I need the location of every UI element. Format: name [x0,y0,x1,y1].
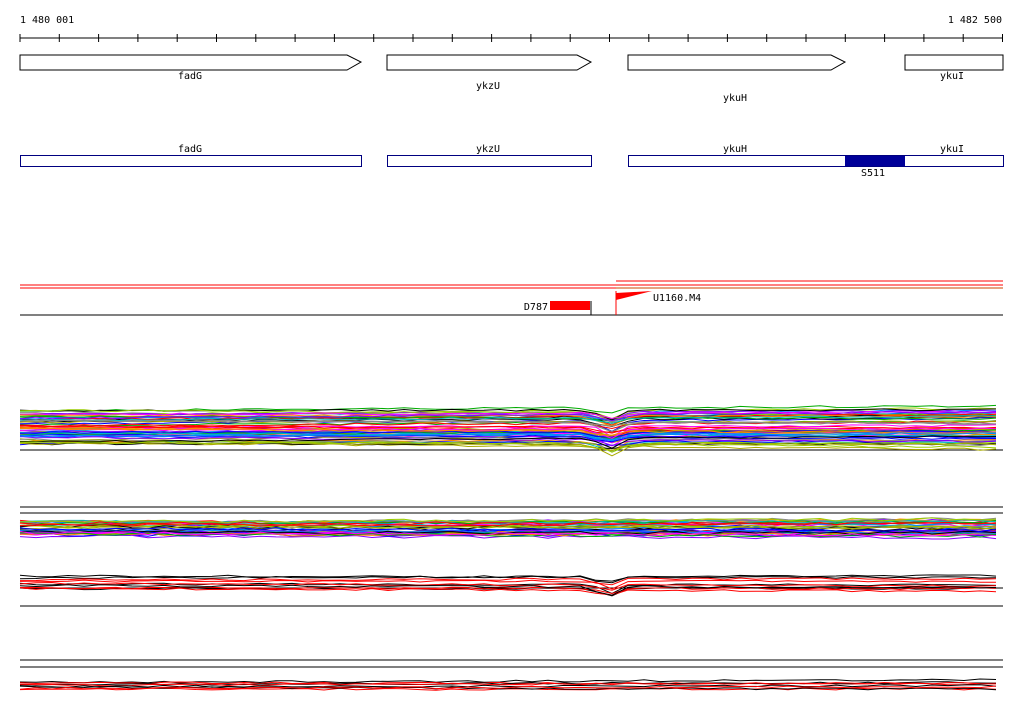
profile-line [19,441,997,453]
profile-line [19,581,997,591]
annotation-label: ykuI [940,144,964,155]
profile-line [19,577,997,586]
expression-profile-panel-1 [19,404,1003,457]
profile-line [19,432,996,442]
segment-label: U1160.M4 [653,293,701,304]
segment-D787[interactable]: D787 [524,301,592,315]
annotation-box [387,155,592,167]
annotation-box [20,155,362,167]
feature-block [845,156,905,166]
profile-line [19,579,996,590]
profile-line [19,411,997,420]
feature-label: S511 [861,168,885,179]
profile-line [19,681,997,686]
profile-line [19,420,997,430]
gene-track: fadG ykzU ykuH ykuI [19,54,1004,104]
gene-arrow-shape [627,54,847,71]
profile-line [19,525,997,530]
segment-label: D787 [524,302,548,313]
gene-label: ykzU [476,81,500,92]
ruler-end-label: 1 482 500 [948,15,1002,26]
profile-line [19,436,997,446]
segment-flag [616,291,652,300]
coordinate-ruler: 1 480 001 1 482 500 [19,15,1003,42]
profile-line [19,419,997,433]
gene-arrow-ykzU[interactable]: ykzU [386,54,593,92]
ruler-start-label: 1 480 001 [20,15,74,26]
annotation-label: ykuH [723,144,747,155]
gene-arrow-ykuI[interactable]: ykuI [904,54,1004,82]
expression-profile-panel-4 [19,659,1003,691]
feature-S511[interactable]: S511 [845,156,905,179]
gene-label: fadG [178,71,202,82]
profile-line [19,586,997,597]
profile-line [19,684,997,688]
segment-block [550,301,590,310]
annotation-box [628,155,1004,167]
expression-profile-panel-2 [19,506,1003,540]
gene-arrow-shape [904,54,1004,71]
profile-line [19,530,997,537]
profile-line [19,532,997,538]
gene-arrow-shape [386,54,593,71]
expression-profile-panel-3 [19,574,1003,607]
profile-line [20,435,997,449]
annotation-label: ykzU [476,144,500,155]
gene-arrow-fadG[interactable]: fadG [19,54,363,82]
profile-line [19,678,997,684]
segment-track: D787 U1160.M4 [20,280,1003,316]
annotation-box-fadG[interactable]: fadG [20,144,362,167]
profile-line [19,574,997,584]
annotation-box-ykzU[interactable]: ykzU [387,144,592,167]
profile-line [19,685,997,690]
annotation-track: fadG ykzU ykuH ykuI S511 [20,144,1004,179]
profile-line [19,430,997,438]
profile-line [20,427,997,436]
annotation-box-ykuH-ykuI[interactable]: ykuH ykuI [628,144,1004,167]
profile-line [19,521,997,526]
profile-line [19,587,997,596]
gene-arrow-shape [19,54,363,71]
profile-line [20,415,997,424]
profile-line [19,427,997,439]
profile-line [19,411,997,422]
profile-line [19,404,997,414]
profile-line [19,681,997,687]
segment-U1160-M4[interactable]: U1160.M4 [615,291,701,315]
profile-line [19,526,997,533]
gene-label: ykuH [723,93,747,104]
profile-line [19,424,997,438]
profile-line [19,517,997,523]
profile-line [19,584,997,596]
gene-arrow-ykuH[interactable]: ykuH [627,54,847,104]
annotation-label: fadG [178,144,202,155]
profile-line [20,413,997,426]
ruler-ticks [19,34,1003,42]
gene-label: ykuI [940,71,964,82]
profile-line [19,574,997,582]
